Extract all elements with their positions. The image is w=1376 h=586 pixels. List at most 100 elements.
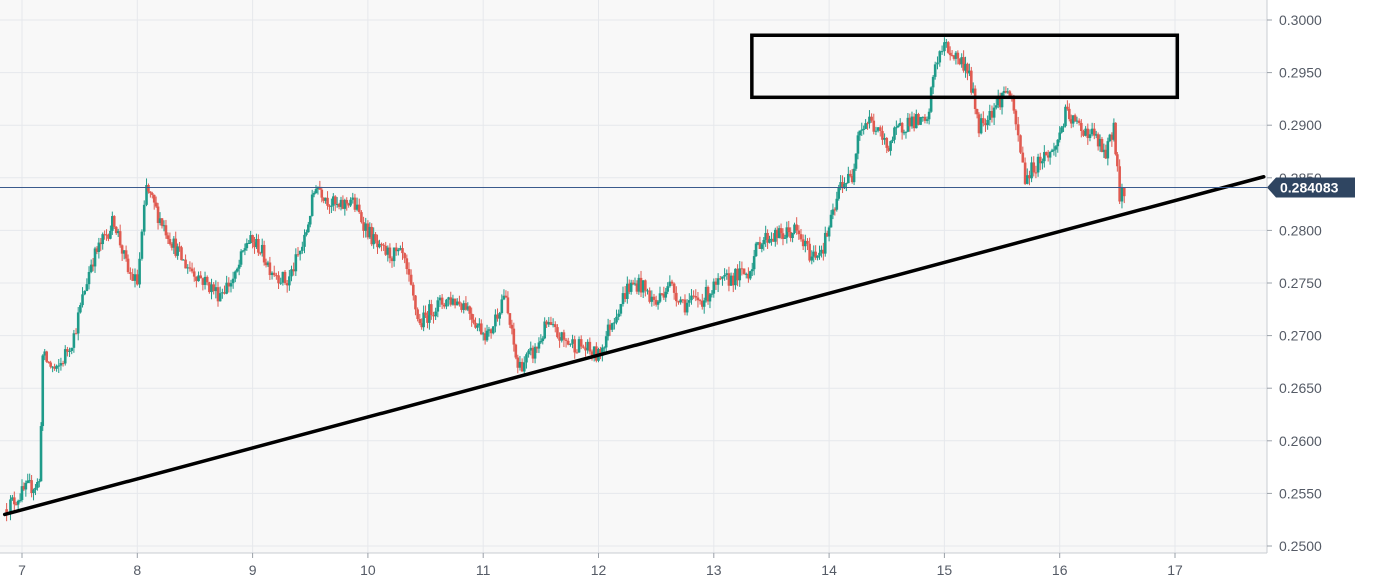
candle-body [285,283,289,286]
candle-body [422,312,425,328]
candle-body [795,224,798,231]
candle-body [292,269,295,272]
candle-body [1086,128,1090,139]
candle-body [670,281,674,284]
candle-body [806,240,809,244]
x-tick-label: 10 [360,562,376,578]
candle-body [956,52,960,59]
candle-body [374,234,377,241]
candle-body [529,347,533,351]
candle-body [103,234,106,236]
candle-body [1068,108,1071,120]
candle-body [595,346,598,361]
candle-body [623,293,627,299]
candle-body [432,315,435,317]
candle-body [394,247,398,252]
candle-body [952,55,956,59]
candle-body [283,271,287,284]
candle-body [675,292,678,302]
candle-body [929,87,933,112]
candle-body [1043,152,1046,162]
candle-body [906,117,910,132]
candle-body [351,197,355,200]
candle-body [239,251,243,265]
candle-body [1060,127,1063,133]
candle-body [262,244,266,263]
candle-body [1064,106,1067,127]
candle-body [55,365,58,369]
candle-body [945,42,948,44]
candle-body [816,255,819,258]
candle-body [314,189,318,194]
candle-body [1030,162,1033,179]
candle-body [856,135,860,154]
candle-body [57,365,61,367]
candle-body [927,111,931,120]
candle-body [176,246,179,256]
candle-body [812,251,816,257]
candle-body [34,487,37,490]
candle-body [335,204,339,206]
candle-body [399,248,402,250]
candle-body [847,173,850,184]
candle-body [940,51,944,53]
axes: 0.30000.29500.29000.28500.28000.27500.27… [18,12,1322,578]
candle-body [560,332,564,341]
candle-body [376,240,379,248]
candle-body [411,284,415,296]
candle-body [858,130,862,136]
candle-body [156,206,160,223]
candle-body [964,63,967,71]
candle-body [462,303,466,310]
candle-body [979,118,983,134]
candle-body [789,232,792,239]
candle-body [549,322,553,325]
candle-body [474,322,477,328]
candle-body [588,341,592,352]
candle-body [380,243,383,245]
candle-body [464,303,468,310]
candle-body [804,240,807,247]
candle-body [971,88,975,93]
candle-body [466,306,470,310]
candle-body [917,114,920,125]
candle-body [683,299,687,313]
candle-body [174,238,178,256]
candle-body [190,268,194,272]
candle-body [577,339,581,353]
candle-body [904,131,908,133]
candle-body [268,262,272,276]
candle-body [556,327,559,338]
candle-body [281,271,285,283]
candle-body [629,282,633,292]
candle-body [914,114,918,129]
candle-body [716,278,720,285]
candle-body [970,70,973,93]
candle-body [353,197,357,210]
candle-body [801,239,805,247]
candlestick-series [5,37,1126,522]
candle-body [948,52,952,56]
candle-body [345,199,349,204]
candle-body [438,297,442,301]
candle-body [341,199,345,209]
candle-body [518,361,522,368]
candle-body [925,119,929,121]
candle-body [777,228,781,238]
candle-body [275,275,278,277]
candle-body [747,273,750,279]
candle-body [845,183,848,185]
candle-body [1096,134,1100,147]
candle-body [170,244,174,248]
candle-body [876,127,880,131]
candle-body [22,486,26,490]
candle-body [197,275,200,282]
candle-body [1114,122,1117,155]
candle-body [791,232,794,239]
candle-body [24,482,28,490]
candle-body [938,51,942,63]
candle-body [298,250,302,255]
candle-body [852,168,856,183]
candle-body [679,299,682,303]
candle-body [216,287,220,302]
